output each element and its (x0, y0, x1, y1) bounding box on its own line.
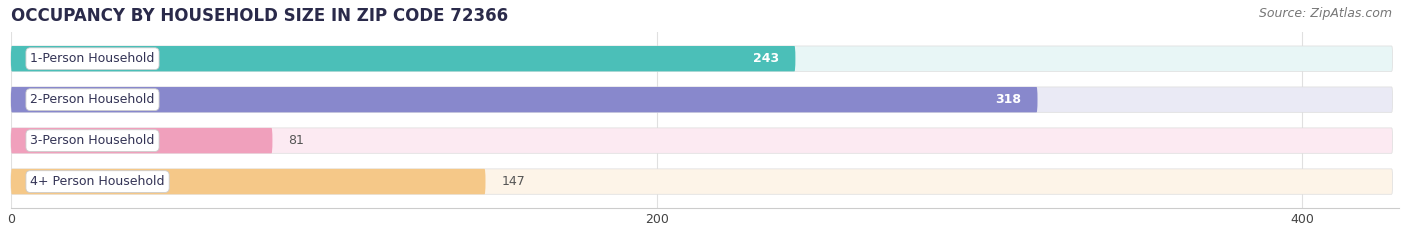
FancyBboxPatch shape (11, 128, 273, 153)
FancyBboxPatch shape (11, 46, 796, 71)
Text: 1-Person Household: 1-Person Household (31, 52, 155, 65)
FancyBboxPatch shape (11, 169, 485, 194)
Text: Source: ZipAtlas.com: Source: ZipAtlas.com (1258, 7, 1392, 20)
FancyBboxPatch shape (11, 46, 1392, 71)
Text: 147: 147 (502, 175, 526, 188)
Text: 4+ Person Household: 4+ Person Household (31, 175, 165, 188)
FancyBboxPatch shape (11, 169, 1392, 194)
Text: OCCUPANCY BY HOUSEHOLD SIZE IN ZIP CODE 72366: OCCUPANCY BY HOUSEHOLD SIZE IN ZIP CODE … (11, 7, 508, 25)
Text: 318: 318 (995, 93, 1021, 106)
FancyBboxPatch shape (11, 87, 1392, 112)
Text: 3-Person Household: 3-Person Household (31, 134, 155, 147)
FancyBboxPatch shape (11, 87, 1038, 112)
Text: 81: 81 (288, 134, 305, 147)
FancyBboxPatch shape (11, 128, 1392, 153)
Text: 243: 243 (754, 52, 779, 65)
Text: 2-Person Household: 2-Person Household (31, 93, 155, 106)
